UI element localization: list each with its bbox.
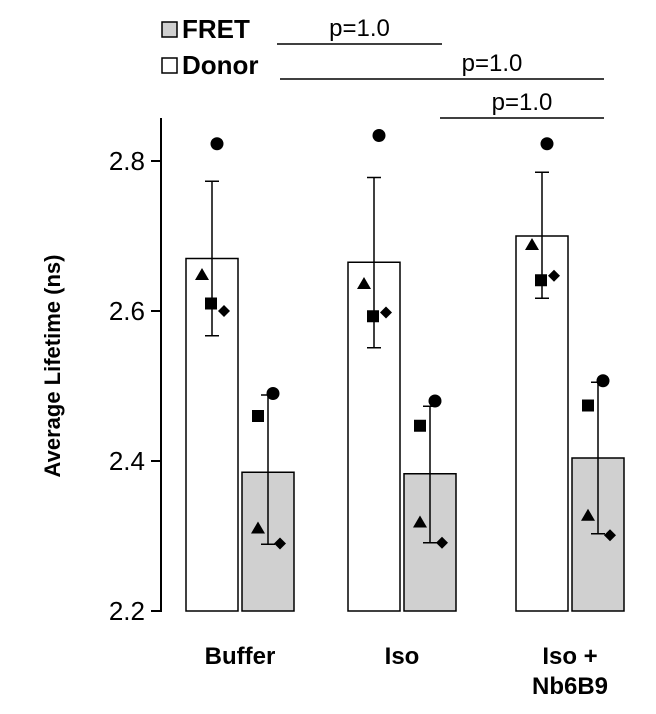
legend-label-fret: FRET bbox=[182, 14, 250, 44]
y-tick-label: 2.2 bbox=[109, 596, 145, 626]
legend-label-donor: Donor bbox=[182, 50, 259, 80]
labels-layer: Buffer Iso Iso + Nb6B9 bbox=[205, 643, 608, 700]
data-points-layer bbox=[195, 129, 616, 550]
significance-label: p=1.0 bbox=[492, 89, 553, 116]
data-point-square bbox=[205, 297, 217, 310]
significance-label: p=1.0 bbox=[462, 50, 523, 77]
significance-brackets: p=1.0 p=1.0 p=1.0 bbox=[277, 15, 604, 119]
y-axis-title: Average Lifetime (ns) bbox=[40, 255, 65, 478]
data-point-circle bbox=[428, 394, 442, 408]
data-point-diamond bbox=[274, 537, 286, 550]
data-point-diamond bbox=[604, 529, 616, 542]
x-category-label: Buffer bbox=[205, 643, 276, 670]
x-category-label: Nb6B9 bbox=[532, 673, 608, 700]
axes-layer: 2.2 2.4 2.6 2.8 bbox=[109, 118, 162, 626]
data-point-diamond bbox=[436, 536, 448, 549]
data-point-triangle bbox=[357, 277, 371, 289]
significance-label: p=1.0 bbox=[329, 15, 390, 42]
data-point-circle bbox=[266, 387, 280, 400]
x-category-label: Iso + bbox=[542, 643, 597, 670]
data-point-triangle bbox=[195, 268, 209, 280]
data-point-triangle bbox=[251, 521, 265, 534]
data-point-square bbox=[535, 274, 547, 287]
bar-donor bbox=[347, 261, 401, 612]
data-point-square bbox=[582, 399, 594, 412]
data-point-diamond bbox=[380, 306, 392, 319]
data-point-triangle bbox=[413, 515, 427, 528]
data-point-square bbox=[367, 310, 379, 323]
data-point-circle bbox=[372, 129, 386, 142]
legend-swatch-donor bbox=[161, 57, 178, 74]
y-tick-label: 2.8 bbox=[109, 146, 145, 176]
data-point-square bbox=[414, 419, 426, 432]
x-category-label: Iso bbox=[385, 643, 420, 670]
bars-layer bbox=[185, 235, 625, 612]
legend-swatch-fret bbox=[161, 21, 178, 38]
data-point-diamond bbox=[218, 305, 230, 317]
data-point-circle bbox=[540, 137, 554, 151]
data-point-triangle bbox=[525, 238, 539, 250]
data-point-diamond bbox=[548, 269, 560, 282]
y-tick-label: 2.4 bbox=[109, 446, 145, 476]
data-point-square bbox=[252, 410, 264, 422]
y-tick-label: 2.6 bbox=[109, 296, 145, 326]
data-point-circle bbox=[210, 137, 224, 151]
data-point-circle bbox=[596, 374, 610, 388]
data-point-triangle bbox=[581, 508, 595, 521]
legend: FRET Donor bbox=[161, 14, 259, 80]
